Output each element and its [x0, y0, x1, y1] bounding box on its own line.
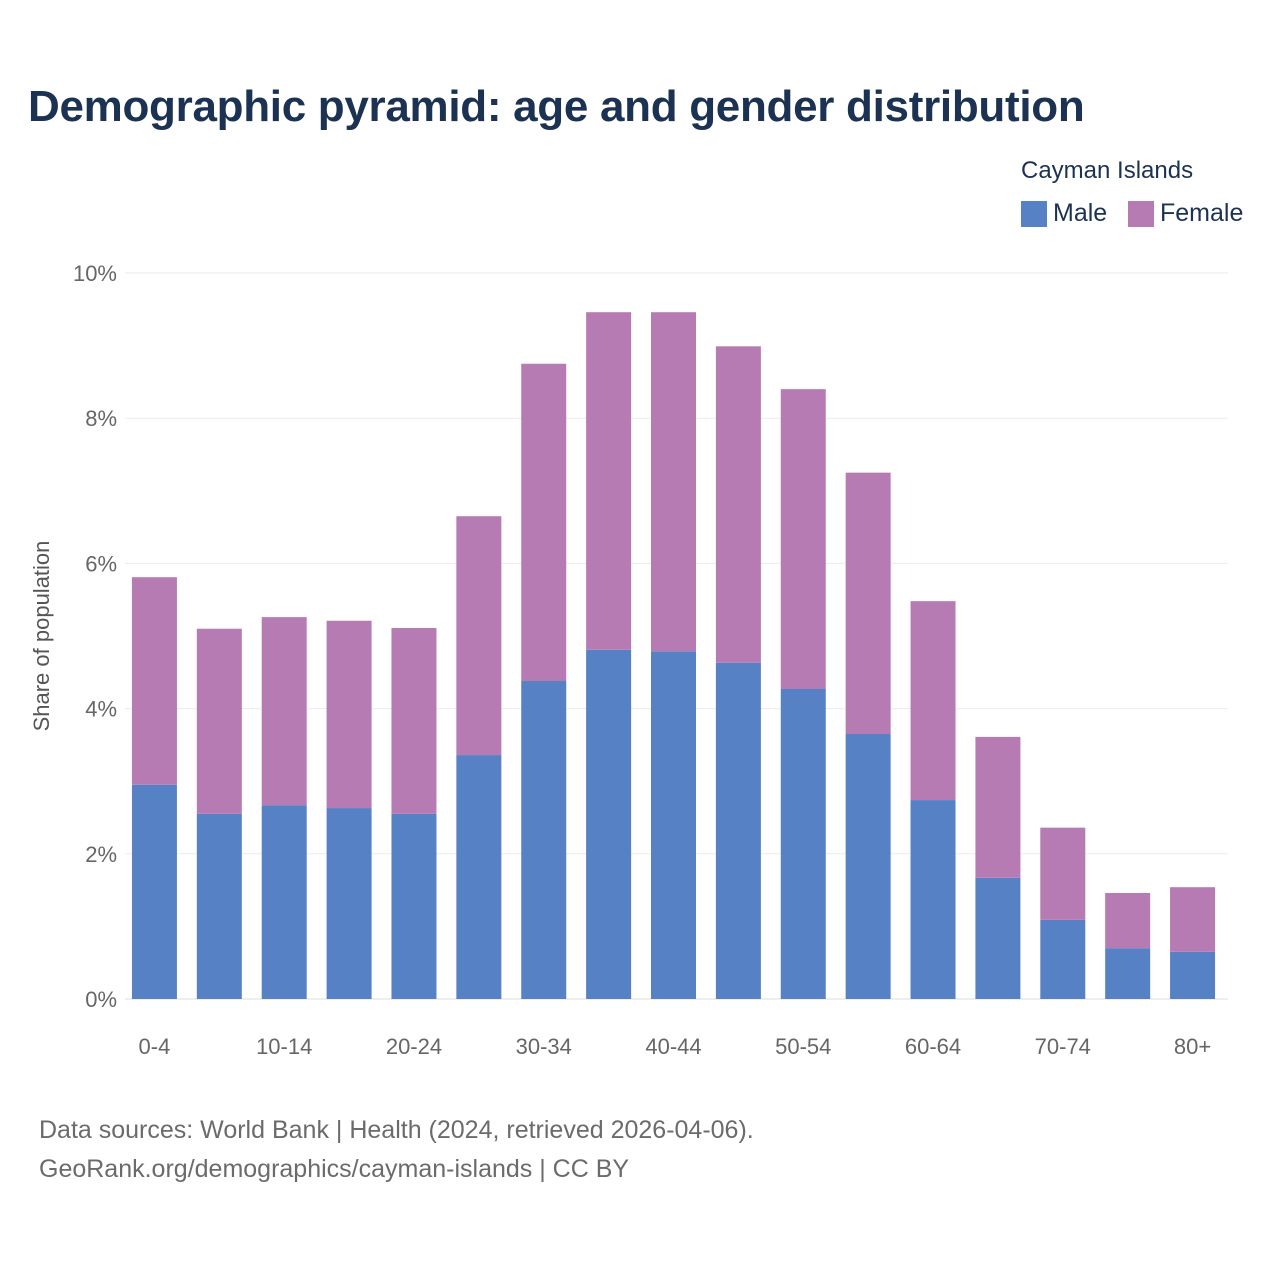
legend-label-female: Female — [1160, 199, 1244, 227]
bar-male — [1170, 951, 1216, 999]
bar-female — [131, 577, 177, 785]
x-tick-label: 70-74 — [1035, 1034, 1091, 1059]
bar-female — [1040, 827, 1086, 920]
bar-female — [391, 628, 437, 814]
bar-female — [1105, 893, 1151, 949]
legend-swatch-male — [1021, 200, 1047, 227]
y-tick-label: 8% — [85, 406, 117, 431]
bar-female — [975, 736, 1021, 878]
legend-item-female: Female — [1128, 199, 1243, 228]
x-tick-label: 0-4 — [139, 1034, 171, 1059]
bar-female — [326, 620, 372, 809]
x-tick-label: 30-34 — [516, 1034, 572, 1059]
bar-female — [845, 472, 891, 735]
bar-male — [521, 681, 567, 999]
x-tick-label: 80+ — [1174, 1034, 1211, 1059]
bar-male — [326, 808, 372, 999]
bar-male — [715, 662, 761, 999]
bar-male — [196, 813, 242, 999]
y-tick-label: 2% — [85, 842, 117, 867]
bar-male — [651, 651, 696, 999]
bar-female — [521, 363, 567, 682]
legend-label-male: Male — [1053, 199, 1108, 227]
bar-female — [780, 389, 826, 689]
footer-credit: GeoRank.org/demographics/cayman-islands … — [39, 1155, 630, 1183]
footer-sources: Data sources: World Bank | Health (2024,… — [39, 1116, 754, 1144]
bar-female — [261, 617, 307, 806]
bar-female — [1170, 887, 1216, 952]
bar-male — [975, 877, 1021, 999]
x-tick-label: 60-64 — [905, 1034, 961, 1059]
bar-female — [456, 516, 502, 756]
bar-male — [910, 800, 956, 999]
bar-male — [131, 784, 177, 999]
x-tick-label: 40-44 — [645, 1034, 701, 1059]
bar-male — [845, 734, 891, 999]
x-tick-label: 10-14 — [256, 1034, 312, 1059]
x-tick-label: 20-24 — [386, 1034, 442, 1059]
y-tick-label: 0% — [85, 987, 117, 1012]
bar-female — [715, 346, 761, 663]
bar-male — [586, 649, 632, 999]
bar-female — [910, 601, 956, 801]
legend-title: Cayman Islands — [1021, 157, 1194, 184]
legend-item-male: Male — [1021, 199, 1107, 228]
bar-female — [651, 312, 696, 652]
bar-male — [1040, 919, 1086, 999]
bar-female — [196, 628, 242, 814]
legend-swatch-female — [1128, 200, 1154, 227]
bar-male — [261, 805, 307, 999]
y-tick-label: 4% — [85, 697, 117, 722]
bar-male — [456, 755, 502, 999]
x-tick-label: 50-54 — [775, 1034, 831, 1059]
chart-title: Demographic pyramid: age and gender dist… — [28, 82, 1085, 131]
bar-male — [1105, 948, 1151, 999]
y-tick-label: 10% — [73, 261, 117, 286]
bar-male — [780, 688, 826, 999]
bar-female — [586, 312, 632, 650]
bar-male — [391, 813, 437, 999]
y-tick-label: 6% — [85, 551, 117, 576]
